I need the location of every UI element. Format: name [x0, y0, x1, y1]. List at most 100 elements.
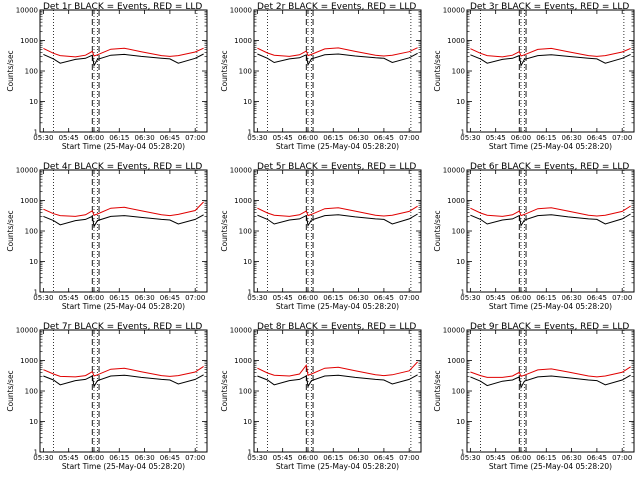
chart-panel: Det 5r BLACK = Events, RED = LLD Counts/s… [220, 162, 422, 311]
x-axis-label: Start Time (25-May-04 05:28:20) [276, 302, 399, 311]
x-tick-label: 05:45 [273, 294, 293, 302]
events-series-line [257, 52, 418, 67]
chart-title: Det 9r BLACK = Events, RED = LLD [470, 322, 629, 332]
y-tick-label: 1 [461, 449, 465, 457]
x-tick-label: 06:45 [160, 294, 180, 302]
y-tick-label: 1 [248, 129, 252, 137]
x-tick-label: 07:00 [399, 134, 419, 142]
x-tick-label: 06:45 [374, 454, 394, 462]
x-tick-label: 06:00 [84, 134, 104, 142]
y-tick-label: 10 [243, 98, 252, 106]
y-tick-label: 10000 [230, 327, 252, 335]
chart-title: Det 6r BLACK = Events, RED = LLD [470, 162, 629, 172]
x-tick-label: 05:45 [273, 454, 293, 462]
x-axis-label: Start Time (25-May-04 05:28:20) [276, 462, 399, 471]
x-tick-label: 06:15 [323, 294, 343, 302]
y-tick-label: 10000 [16, 167, 38, 175]
chart-title: Det 8r BLACK = Events, RED = LLD [257, 322, 416, 332]
events-series-line [43, 53, 204, 68]
chart-panel: Det 4r BLACK = Events, RED = LLD Counts/s… [6, 162, 208, 311]
y-tick-label: 1 [248, 289, 252, 297]
x-tick-label: 06:30 [134, 454, 154, 462]
y-tick-label: 100 [452, 388, 465, 396]
plot-frame [253, 169, 422, 293]
y-tick-label: 100 [452, 68, 465, 76]
x-tick-label: 06:00 [298, 454, 318, 462]
x-axis-label: Start Time (25-May-04 05:28:20) [62, 142, 185, 151]
x-tick-label: 06:15 [109, 454, 129, 462]
x-tick-label: 06:00 [511, 454, 531, 462]
plot-frame [253, 329, 422, 453]
x-tick-label: 06:15 [536, 294, 556, 302]
x-tick-label: 07:00 [399, 294, 419, 302]
y-tick-label: 100 [452, 228, 465, 236]
plot-frame [39, 329, 208, 453]
x-tick-label: 05:45 [59, 134, 79, 142]
y-tick-label: 1000 [447, 197, 465, 205]
lld-series-line [43, 47, 204, 58]
x-axis-label: Start Time (25-May-04 05:28:20) [489, 302, 612, 311]
x-tick-label: 05:30 [247, 454, 267, 462]
x-tick-label: 07:00 [612, 294, 632, 302]
plot-frame [39, 169, 208, 293]
x-tick-label: 06:15 [323, 454, 343, 462]
chart-title: Det 2r BLACK = Events, RED = LLD [257, 2, 416, 12]
x-tick-label: 06:00 [298, 294, 318, 302]
y-tick-label: 100 [25, 68, 38, 76]
x-tick-label: 06:15 [109, 294, 129, 302]
y-tick-label: 10000 [16, 327, 38, 335]
x-tick-label: 06:45 [160, 454, 180, 462]
chart-title: Det 4r BLACK = Events, RED = LLD [43, 162, 202, 172]
y-tick-label: 1 [461, 129, 465, 137]
y-tick-label: 1 [34, 129, 38, 137]
y-tick-label: 10 [456, 98, 465, 106]
y-axis-label: Counts/sec [6, 210, 15, 251]
x-tick-label: 07:00 [185, 454, 205, 462]
y-tick-label: 10000 [230, 7, 252, 15]
y-tick-label: 10 [29, 418, 38, 426]
x-tick-label: 05:45 [59, 454, 79, 462]
y-tick-label: 1 [34, 289, 38, 297]
lld-series-line [43, 365, 204, 378]
events-series-line [43, 374, 204, 388]
y-tick-label: 100 [25, 228, 38, 236]
x-tick-label: 06:30 [134, 134, 154, 142]
y-tick-label: 1000 [20, 357, 38, 365]
x-tick-label: 05:45 [486, 454, 506, 462]
x-tick-label: 05:30 [460, 454, 480, 462]
x-tick-label: 06:15 [536, 454, 556, 462]
y-tick-label: 10 [456, 418, 465, 426]
y-tick-label: 10 [29, 98, 38, 106]
x-axis-label: Start Time (25-May-04 05:28:20) [489, 462, 612, 471]
chart-title: Det 5r BLACK = Events, RED = LLD [257, 162, 416, 172]
y-tick-label: 1 [34, 449, 38, 457]
x-tick-label: 07:00 [185, 134, 205, 142]
lld-series-line [43, 201, 204, 217]
y-tick-label: 10000 [443, 327, 465, 335]
x-tick-label: 05:30 [460, 134, 480, 142]
y-tick-label: 10 [243, 258, 252, 266]
x-tick-label: 06:45 [374, 134, 394, 142]
x-tick-label: 05:45 [486, 134, 506, 142]
y-tick-label: 1000 [234, 37, 252, 45]
chart-panel: Det 3r BLACK = Events, RED = LLD Counts/s… [433, 2, 635, 151]
plot-frame [466, 169, 635, 293]
chart-panel: Det 7r BLACK = Events, RED = LLD Counts/s… [6, 322, 208, 471]
x-tick-label: 05:45 [486, 294, 506, 302]
x-tick-label: 06:30 [561, 454, 581, 462]
lld-series-line [470, 366, 631, 378]
y-tick-label: 1000 [20, 197, 38, 205]
x-axis-label: Start Time (25-May-04 05:28:20) [62, 302, 185, 311]
plot-frame [466, 329, 635, 453]
x-tick-label: 06:15 [536, 134, 556, 142]
y-axis-label: Counts/sec [433, 50, 442, 91]
y-tick-label: 1000 [20, 37, 38, 45]
chart-panel: Det 6r BLACK = Events, RED = LLD Counts/s… [433, 162, 635, 311]
x-tick-label: 06:15 [323, 134, 343, 142]
x-tick-label: 05:30 [33, 294, 53, 302]
events-series-line [257, 374, 418, 388]
x-tick-label: 07:00 [612, 454, 632, 462]
lld-series-line [470, 205, 631, 217]
y-axis-label: Counts/sec [6, 50, 15, 91]
